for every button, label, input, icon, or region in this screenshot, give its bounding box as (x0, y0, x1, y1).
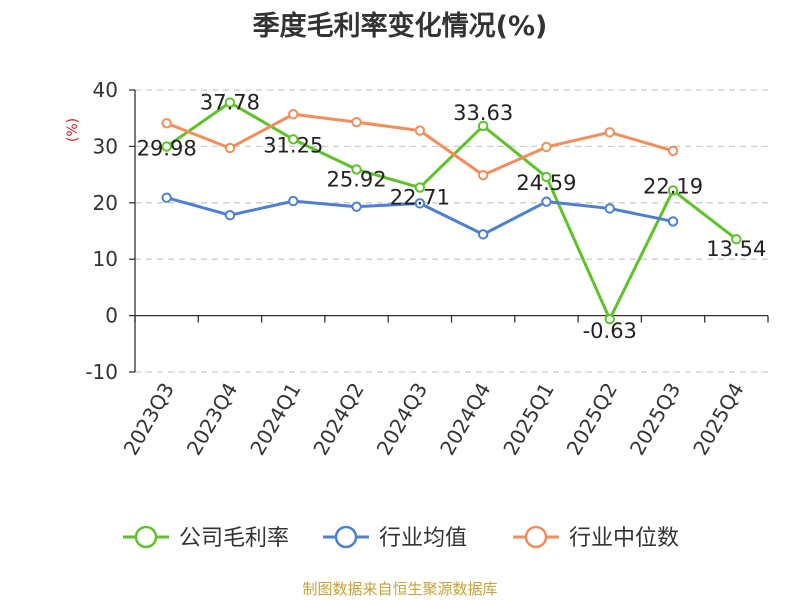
x-tick-label: 2025Q2 (562, 379, 622, 460)
data-point (161, 141, 172, 152)
data-point (288, 134, 299, 145)
data-label: 25.92 (326, 167, 386, 191)
y-tick-label: 30 (93, 134, 118, 158)
series-line-0 (165, 101, 738, 321)
data-label: -0.63 (583, 319, 637, 343)
y-tick-label: 10 (93, 247, 118, 271)
data-label: 29.98 (137, 137, 197, 161)
legend-marker (334, 525, 358, 549)
legend-label: 公司毛利率 (179, 526, 289, 551)
data-point (604, 313, 615, 325)
data-point (161, 118, 172, 129)
data-point (288, 109, 299, 120)
y-tick-label: 40 (93, 78, 118, 102)
data-source-note: 制图数据来自恒生聚源数据库 (302, 580, 498, 598)
data-point (604, 203, 615, 214)
data-point (351, 201, 362, 212)
chart-title: 季度毛利率变化情况(%) (252, 11, 548, 42)
data-point (541, 141, 552, 153)
data-point (414, 182, 426, 193)
grid-lines (135, 89, 768, 373)
data-point (224, 142, 236, 154)
series-line-2 (166, 112, 674, 177)
data-point (604, 127, 615, 138)
data-point (414, 198, 426, 209)
data-point (477, 120, 489, 132)
x-tick-label: 2023Q4 (182, 379, 242, 460)
data-label: 22.71 (390, 186, 450, 210)
x-tick-label: 2024Q4 (435, 379, 495, 460)
data-point (224, 210, 236, 221)
legend: 公司毛利率 行业均值 行业中位数 (123, 525, 679, 551)
x-tick-label: 2025Q3 (625, 379, 685, 460)
y-tick-label: -10 (85, 360, 118, 384)
y-axis-unit: (%) (65, 118, 81, 142)
x-tick-label: 2024Q2 (308, 379, 368, 460)
legend-label: 行业均值 (379, 526, 467, 551)
data-label: 24.59 (516, 171, 576, 195)
series-group (161, 97, 742, 325)
x-tick-label: 2023Q3 (119, 379, 179, 460)
data-point (161, 192, 172, 203)
data-point (667, 145, 679, 157)
x-tick-label: 2025Q4 (688, 379, 748, 460)
data-point (224, 97, 236, 108)
data-point (288, 195, 299, 207)
data-label: 31.25 (263, 133, 323, 157)
axes (129, 89, 769, 373)
y-tick-label: 0 (105, 304, 118, 328)
x-tick-label: 2024Q1 (245, 379, 305, 460)
y-tick-label: 20 (93, 191, 118, 215)
legend-marker (524, 525, 548, 549)
data-label: 22.19 (643, 174, 703, 198)
y-axis-ticks: 40 30 20 10 0 -10 (85, 78, 118, 384)
data-point (541, 196, 552, 207)
x-tick-label: 2025Q1 (498, 379, 558, 460)
legend-label: 行业中位数 (569, 526, 679, 551)
data-point (541, 171, 552, 183)
data-point (414, 125, 426, 136)
data-point (477, 229, 489, 240)
x-tick-label: 2024Q3 (372, 379, 432, 460)
data-point (351, 164, 362, 175)
legend-marker (134, 525, 158, 549)
data-point (667, 216, 679, 227)
data-label: 13.54 (706, 237, 766, 261)
data-label: 33.63 (453, 101, 513, 125)
data-point (667, 185, 679, 196)
data-point (477, 169, 489, 181)
data-label: 37.78 (200, 91, 260, 115)
x-axis-ticks: 2023Q3 2023Q4 2024Q1 2024Q2 2024Q3 2024Q4 2025… (119, 379, 749, 460)
data-point (351, 116, 362, 128)
data-point (731, 234, 742, 245)
